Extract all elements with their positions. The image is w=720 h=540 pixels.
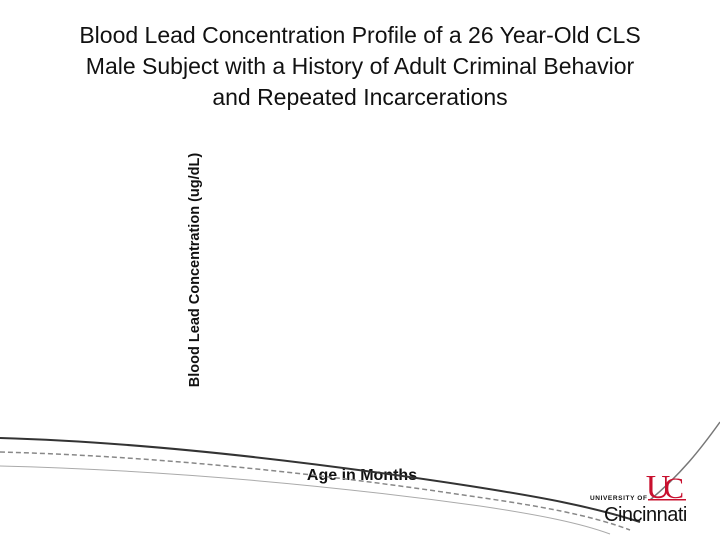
swoosh-right-curve bbox=[649, 421, 720, 501]
y-axis-label: Blood Lead Concentration (ug/dL) bbox=[187, 152, 203, 388]
svg-text:C: C bbox=[664, 472, 684, 502]
chart-title-line-3: and Repeated Incarcerations bbox=[212, 84, 508, 110]
chart-title: Blood Lead Concentration Profile of a 26… bbox=[40, 20, 680, 113]
chart-title-line-2: Male Subject with a History of Adult Cri… bbox=[85, 53, 635, 79]
logo-cincinnati: Cincinnati bbox=[604, 504, 687, 526]
x-axis-label: Age in Months bbox=[306, 467, 418, 484]
swoosh-line-dashed bbox=[0, 451, 631, 531]
svg-text:U: U bbox=[646, 469, 671, 502]
swoosh-line-light bbox=[0, 465, 611, 535]
swoosh-line-dark bbox=[0, 437, 641, 523]
logo-university-of: UNIVERSITY OF bbox=[590, 495, 648, 502]
chart-title-line-1: Blood Lead Concentration Profile of a 26… bbox=[79, 22, 641, 48]
footer-swoosh bbox=[0, 421, 720, 535]
university-logo: U C UNIVERSITY OF Cincinnati bbox=[588, 468, 708, 530]
uc-seal-icon: U C bbox=[646, 469, 686, 502]
